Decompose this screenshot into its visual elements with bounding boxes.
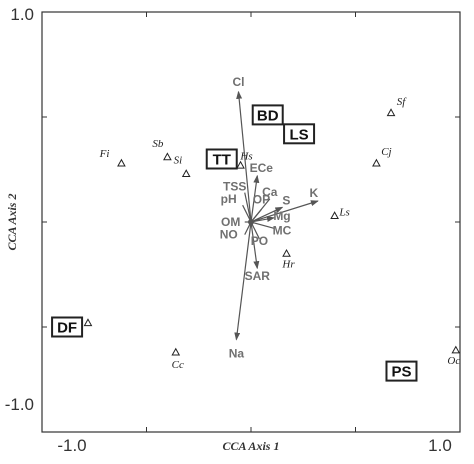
species-point-si bbox=[181, 169, 191, 177]
vector-mg-arrow bbox=[250, 216, 275, 223]
vector-ece-arrow bbox=[250, 174, 260, 223]
vector-label-sar: SAR bbox=[245, 269, 271, 283]
species-point-hr bbox=[282, 248, 291, 257]
vector-sar-arrow bbox=[250, 221, 260, 270]
vector-label-k: K bbox=[310, 186, 319, 200]
species-point-hs bbox=[236, 160, 245, 169]
x-tick-label-left: -1.0 bbox=[57, 436, 86, 455]
vector-mc-arrow bbox=[250, 221, 275, 229]
group-label-tt: TT bbox=[213, 152, 231, 169]
vector-tss-arrow bbox=[244, 192, 252, 223]
vector-label-ece: ECe bbox=[250, 161, 274, 175]
vector-origin bbox=[248, 219, 254, 225]
species-point-sf bbox=[386, 108, 396, 117]
group-box-tt bbox=[205, 148, 238, 170]
group-label-ls: LS bbox=[289, 126, 308, 143]
vector-k-arrow bbox=[250, 200, 319, 223]
species-point-oc bbox=[451, 345, 461, 354]
species-point-fi bbox=[117, 158, 126, 167]
group-box-ls bbox=[283, 123, 316, 145]
vector-ph-arrow bbox=[242, 204, 252, 223]
vector-na-arrow bbox=[234, 221, 252, 341]
species-label-cc: Cc bbox=[172, 359, 184, 371]
vector-label-mc: MC bbox=[273, 223, 292, 237]
group-label-bd: BD bbox=[257, 107, 279, 124]
vector-label-po: PO bbox=[251, 234, 268, 248]
species-point-cj bbox=[372, 158, 381, 167]
group-labels: BD LS TT DF PS bbox=[51, 104, 418, 382]
axis-ticks bbox=[41, 11, 461, 433]
species-label-si: Si bbox=[174, 155, 183, 167]
species-label-fi: Fi bbox=[99, 148, 110, 160]
vector-s-arrow bbox=[250, 206, 284, 223]
species-label-oc: Oc bbox=[447, 355, 460, 367]
species-label-sb: Sb bbox=[152, 138, 164, 150]
species-label-hr: Hr bbox=[281, 259, 295, 271]
species-point-cc bbox=[171, 347, 181, 356]
group-label-df: DF bbox=[57, 320, 77, 337]
group-label-ps: PS bbox=[391, 364, 411, 381]
vector-label-cl: Cl bbox=[232, 75, 244, 89]
y-tick-label-top: 1.0 bbox=[10, 5, 34, 24]
group-box-bd bbox=[251, 104, 284, 126]
vector-label-om: OM bbox=[221, 215, 240, 229]
vector-label-na: Na bbox=[229, 347, 245, 361]
environmental-vectors: Cl ECe Ca S K TSS OP pH Mg OM MC NO PO SAR Na bbox=[220, 75, 319, 361]
group-box-df bbox=[51, 316, 84, 338]
vector-label-ca: Ca bbox=[262, 185, 278, 199]
group-box-ps bbox=[385, 360, 418, 382]
species-point-sb bbox=[163, 152, 172, 161]
vector-label-ph: pH bbox=[221, 192, 237, 206]
species-point-ai bbox=[83, 318, 93, 327]
x-tick-label-right: 1.0 bbox=[428, 436, 452, 455]
species-label-ls: Ls bbox=[338, 207, 349, 219]
vector-label-mg: Mg bbox=[273, 209, 290, 223]
vector-po-arrow bbox=[250, 221, 260, 240]
species-point-ls bbox=[330, 211, 339, 219]
x-axis-title: CCA Axis 1 bbox=[223, 439, 280, 453]
y-tick-label-bottom: -1.0 bbox=[5, 395, 34, 414]
species-label-sf: Sf bbox=[397, 96, 408, 108]
vector-label-no: NO bbox=[220, 228, 238, 242]
vector-label-op: OP bbox=[253, 192, 270, 206]
vector-label-s: S bbox=[282, 193, 290, 207]
vector-cl-arrow bbox=[236, 90, 252, 223]
species-label-cj: Cj bbox=[381, 146, 391, 158]
vector-label-tss: TSS bbox=[223, 180, 246, 194]
y-axis-title: CCA Axis 2 bbox=[5, 194, 19, 251]
species-label-hs: Hs bbox=[239, 150, 252, 162]
